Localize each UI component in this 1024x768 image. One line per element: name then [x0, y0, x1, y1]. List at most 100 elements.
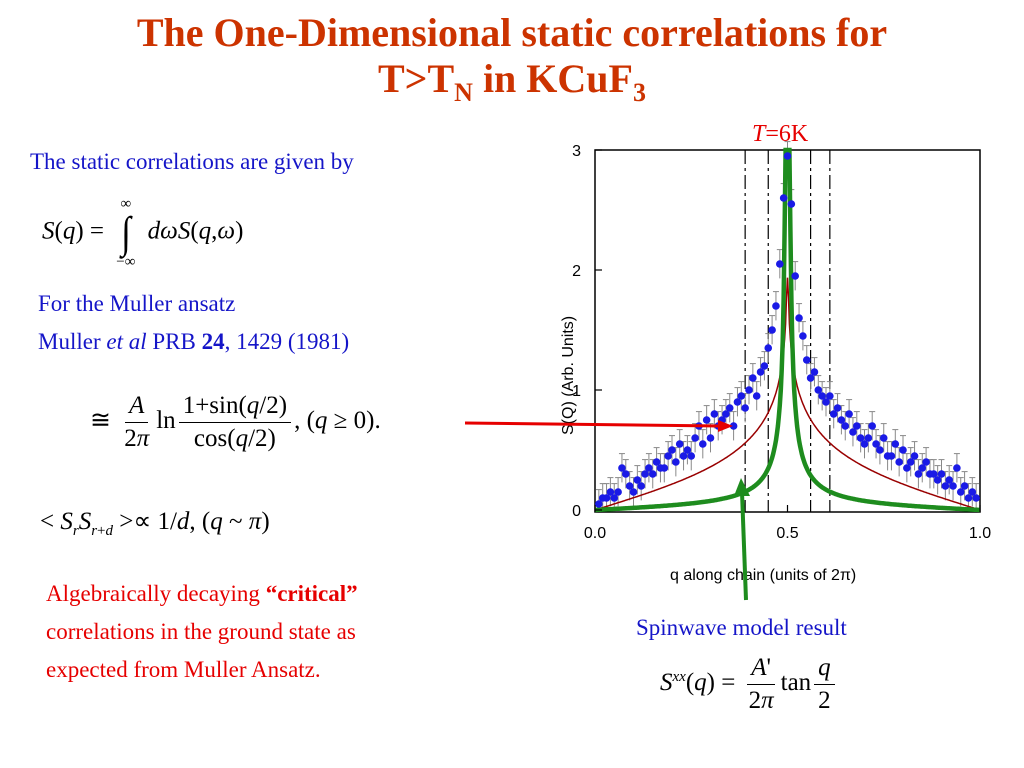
green-arrow-head	[734, 478, 750, 496]
data-point	[891, 440, 900, 448]
muller-fit-curve	[594, 277, 981, 511]
data-point	[922, 458, 930, 466]
data-point	[749, 374, 757, 382]
data-point	[675, 440, 684, 448]
data-point	[722, 410, 730, 418]
data-point	[602, 494, 611, 502]
dashed-lines-group	[744, 150, 831, 512]
data-point	[652, 458, 661, 466]
data-point	[791, 272, 799, 280]
data-point	[910, 452, 919, 460]
data-point	[860, 440, 869, 448]
x-tick-label-2: 1.0	[969, 525, 991, 542]
data-point	[949, 482, 957, 490]
data-point	[776, 260, 784, 268]
data-point	[829, 410, 838, 418]
data-point	[933, 476, 942, 484]
data-point	[814, 386, 823, 394]
data-point	[595, 500, 603, 508]
data-point	[941, 482, 950, 490]
data-point	[876, 446, 884, 454]
axis-ticks-group: 0.0 0.5 1.0 0 1 2 3	[572, 143, 991, 542]
data-point	[645, 464, 653, 472]
data-point	[868, 422, 876, 430]
data-point	[879, 434, 888, 442]
data-point	[610, 494, 619, 502]
data-point	[818, 392, 826, 400]
spinwave-label: Spinwave model result	[636, 615, 847, 640]
data-point	[622, 470, 630, 478]
spinwave-curve	[594, 147, 981, 513]
data-point	[706, 434, 715, 442]
data-point	[741, 404, 749, 412]
data-point	[614, 488, 622, 496]
data-point	[833, 404, 842, 412]
x-axis-label: q along chain (units of 2π)	[670, 567, 856, 584]
data-point	[787, 200, 796, 208]
data-point	[918, 464, 927, 472]
y-tick-label-1: 1	[572, 383, 581, 400]
data-point	[972, 494, 980, 502]
data-point	[629, 488, 638, 496]
title-line-1: The One-Dimensional static correlations …	[136, 10, 888, 55]
data-point	[710, 410, 719, 418]
data-point	[672, 458, 680, 466]
data-point	[779, 194, 788, 202]
data-point	[953, 464, 961, 472]
data-point	[930, 470, 938, 478]
data-point	[853, 422, 861, 430]
y-axis-label: S(Q) (Arb. Units)	[560, 316, 577, 435]
data-point	[837, 416, 846, 424]
static-correlation-equation: S(q) = ∞ ∫ −∞ dωS(q,ω)	[42, 196, 244, 270]
muller-ansatz-equation: ≅ A 2π ln 1+sin(q/2) cos(q/2), (q ≥ 0).	[90, 392, 381, 452]
data-point	[772, 302, 780, 310]
error-bars-group	[595, 141, 980, 510]
x-tick-label-1: 0.5	[776, 525, 798, 542]
data-point	[795, 314, 803, 322]
red-arrow-head	[718, 420, 733, 432]
temperature-label: T=6K	[752, 121, 809, 147]
data-point	[960, 482, 969, 490]
data-point	[691, 434, 699, 442]
data-point	[699, 440, 707, 448]
data-point	[872, 440, 880, 448]
data-point	[849, 428, 857, 436]
data-point	[756, 368, 765, 376]
data-point	[737, 392, 746, 400]
data-points-group	[595, 152, 980, 508]
data-point	[725, 404, 734, 412]
slide-title: The One-Dimensional static correlations …	[0, 10, 1024, 116]
data-point	[752, 392, 761, 400]
critical-correlations-text: Algebraically decaying “critical” correl…	[46, 581, 358, 682]
data-point	[764, 344, 773, 352]
data-point	[841, 422, 850, 430]
red-arrow-line	[464, 421, 721, 428]
data-point	[956, 488, 965, 496]
data-point	[903, 464, 911, 472]
data-point	[618, 464, 626, 472]
data-point	[845, 410, 853, 418]
title-line-2: T>TN in KCuF3	[378, 56, 646, 107]
data-point	[648, 470, 657, 478]
data-point	[783, 152, 792, 160]
data-point	[856, 434, 865, 442]
data-point	[687, 452, 696, 460]
data-point	[826, 392, 834, 400]
data-point	[906, 458, 915, 466]
data-point	[887, 452, 896, 460]
data-point	[810, 368, 819, 376]
data-point	[799, 332, 807, 340]
data-point	[729, 422, 738, 430]
x-tick-label-0: 0.0	[584, 525, 606, 542]
data-point	[822, 398, 830, 406]
data-point	[664, 452, 672, 460]
data-point	[679, 452, 688, 460]
data-point	[768, 326, 776, 334]
y-tick-label-0: 0	[572, 503, 581, 520]
data-point	[625, 482, 634, 490]
data-point	[802, 356, 811, 364]
y-tick-label-2: 2	[572, 263, 581, 280]
intro-text: The static correlations are given by	[30, 149, 354, 174]
data-point	[968, 488, 977, 496]
data-point	[660, 464, 669, 472]
